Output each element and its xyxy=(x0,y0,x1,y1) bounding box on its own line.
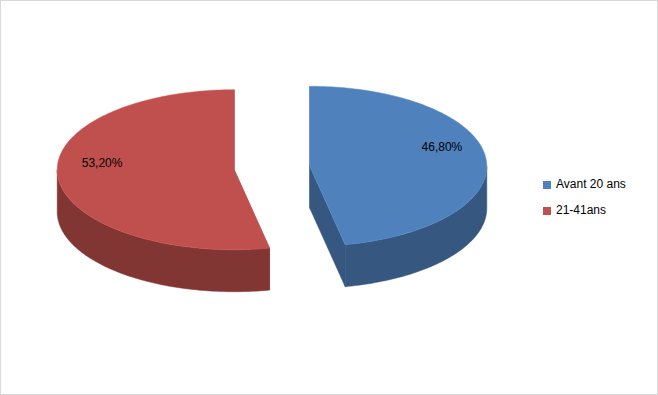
pie-slice xyxy=(310,86,487,244)
data-label: 46,80% xyxy=(422,140,463,154)
legend-swatch xyxy=(543,207,551,215)
chart-frame xyxy=(1,1,658,395)
data-label: 53,20% xyxy=(82,156,123,170)
pie-slices xyxy=(57,86,487,291)
legend-item: 21-41ans xyxy=(543,203,606,217)
legend-swatch xyxy=(543,181,551,189)
chart: 46,80% 53,20% Avant 20 ans 21-41ans xyxy=(0,0,658,395)
data-labels: 46,80% 53,20% xyxy=(82,140,463,169)
legend: Avant 20 ans 21-41ans xyxy=(543,177,626,217)
legend-label: 21-41ans xyxy=(556,203,606,217)
pie-slice xyxy=(57,90,269,250)
legend-label: Avant 20 ans xyxy=(556,177,626,191)
legend-item: Avant 20 ans xyxy=(543,177,626,191)
